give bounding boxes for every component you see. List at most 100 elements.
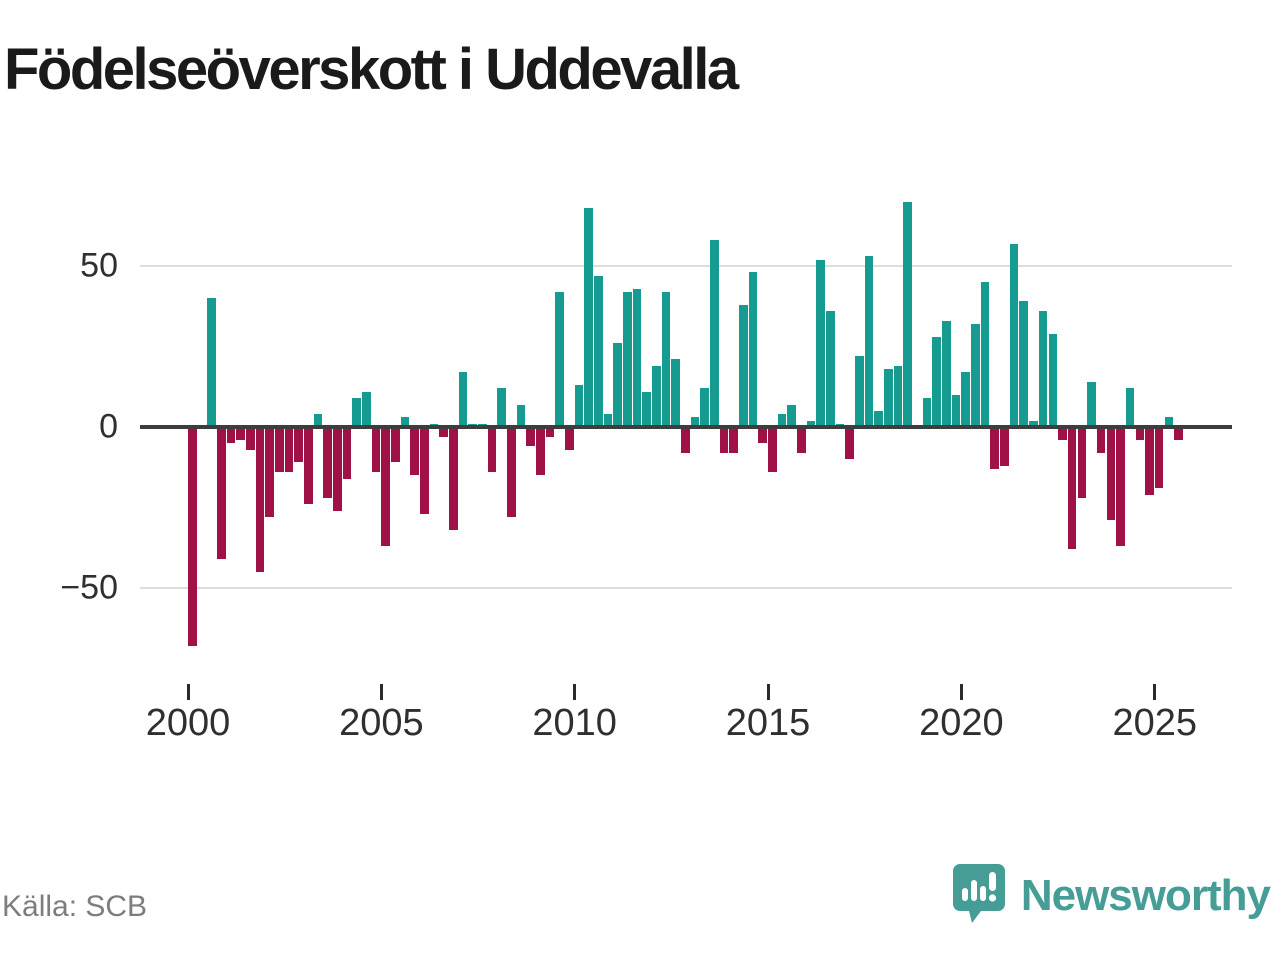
x-axis-label-2000: 2000 [145, 702, 231, 744]
bar-2006Q1 [420, 427, 429, 514]
bar-2008Q1 [497, 388, 506, 427]
bar-2018Q2 [893, 365, 903, 427]
bar-2010Q4 [603, 414, 613, 427]
bar-2019Q4 [951, 394, 961, 427]
bar-2015Q2 [777, 414, 787, 427]
x-axis-label-2010: 2010 [532, 702, 617, 744]
bar-2005Q4 [410, 427, 419, 476]
bar-2016Q3 [826, 311, 835, 427]
bar-2013Q1 [690, 417, 700, 427]
bar-2019Q2 [932, 336, 941, 427]
bar-2012Q2 [661, 291, 671, 427]
bar-2004Q1 [342, 427, 352, 479]
bar-2000Q4 [217, 427, 226, 559]
bar-2019Q1 [922, 398, 932, 427]
bar-2013Q3 [710, 240, 719, 427]
bar-2002Q1 [265, 427, 274, 518]
y-axis-label-0: 0 [99, 407, 118, 446]
newsworthy-wordmark: Newsworthy [1020, 870, 1271, 920]
x-axis-label-2015: 2015 [725, 702, 811, 744]
bar-2015Q1 [768, 427, 777, 473]
x-axis-tick-2000 [186, 684, 190, 700]
bar-2023Q3 [1096, 427, 1106, 453]
bar-2006Q4 [449, 427, 458, 530]
bar-2024Q2 [1125, 388, 1135, 427]
bar-2005Q1 [381, 427, 390, 547]
bar-2021Q1 [1000, 427, 1009, 466]
bar-2020Q3 [980, 282, 990, 427]
bar-2005Q3 [400, 417, 410, 427]
bar-2009Q3 [555, 291, 564, 427]
bar-2001Q1 [226, 427, 236, 444]
bar-2004Q3 [362, 391, 371, 427]
bar-2013Q4 [719, 427, 729, 453]
x-axis-tick-2025 [1153, 684, 1157, 700]
bar-2017Q1 [845, 427, 854, 460]
bar-2010Q3 [594, 275, 603, 427]
bar-2019Q3 [942, 320, 951, 427]
x-axis-label-2025: 2025 [1112, 702, 1198, 744]
bar-2002Q3 [284, 427, 294, 473]
bar-2005Q2 [391, 427, 400, 463]
bar-2016Q2 [816, 259, 825, 427]
bar-2011Q1 [613, 343, 622, 427]
bar-2022Q1 [1038, 311, 1048, 427]
bar-2001Q4 [255, 427, 265, 572]
bar-2004Q2 [352, 398, 361, 427]
source-attribution: Källa: SCB [2, 890, 148, 923]
bar-2014Q2 [739, 304, 748, 427]
bar-2020Q4 [990, 427, 999, 469]
bar-2007Q1 [458, 372, 468, 427]
bar-2011Q3 [632, 288, 642, 427]
bar-2014Q4 [758, 427, 767, 444]
bar-2022Q3 [1058, 427, 1067, 440]
bar-2001Q3 [246, 427, 255, 450]
bar-2022Q4 [1067, 427, 1077, 550]
bar-2017Q3 [864, 256, 874, 427]
bar-2021Q4 [1029, 420, 1038, 427]
bar-2004Q4 [371, 427, 381, 473]
bar-2010Q1 [574, 385, 584, 427]
bar-2011Q2 [623, 291, 632, 427]
bar-2015Q3 [787, 404, 796, 427]
bar-2023Q1 [1077, 427, 1087, 498]
bar-2008Q2 [507, 427, 516, 518]
bar-2014Q3 [748, 272, 758, 427]
bar-2024Q4 [1145, 427, 1154, 495]
chart-title: Födelseöverskott i Uddevalla [4, 37, 739, 102]
bar-2024Q1 [1116, 427, 1125, 547]
bar-2025Q2 [1164, 417, 1174, 427]
x-axis-zero-line [140, 425, 1232, 429]
bar-2003Q1 [304, 427, 313, 505]
bar-2011Q4 [642, 391, 651, 427]
bar-2016Q1 [806, 420, 816, 427]
bar-2025Q3 [1174, 427, 1183, 440]
bar-2002Q4 [294, 427, 303, 463]
bar-2021Q2 [1009, 243, 1019, 427]
gridline-50 [140, 265, 1232, 267]
bar-2025Q1 [1154, 427, 1164, 489]
bar-2020Q2 [971, 324, 980, 427]
x-axis-tick-2015 [766, 684, 770, 700]
bar-2023Q4 [1106, 427, 1116, 521]
x-axis-tick-2020 [959, 684, 963, 700]
bar-2023Q2 [1087, 381, 1096, 427]
newsworthy-logo: Newsworthy [951, 862, 1271, 929]
bar-2003Q4 [333, 427, 342, 511]
bar-2006Q3 [439, 427, 448, 437]
bar-2001Q2 [236, 427, 245, 440]
bar-2014Q1 [729, 427, 738, 453]
bar-2008Q3 [516, 404, 526, 427]
bar-2009Q1 [536, 427, 545, 476]
bar-2000Q3 [207, 298, 216, 427]
gridline--50 [140, 587, 1232, 589]
bar-2017Q2 [855, 356, 864, 427]
y-axis-label--50: −50 [60, 568, 118, 607]
bar-2008Q4 [526, 427, 535, 447]
bar-2012Q4 [681, 427, 690, 453]
bar-2015Q4 [797, 427, 806, 453]
bar-2007Q4 [487, 427, 497, 473]
x-axis-tick-2005 [379, 684, 383, 700]
bar-2012Q3 [671, 359, 680, 427]
bar-2024Q3 [1135, 427, 1145, 440]
